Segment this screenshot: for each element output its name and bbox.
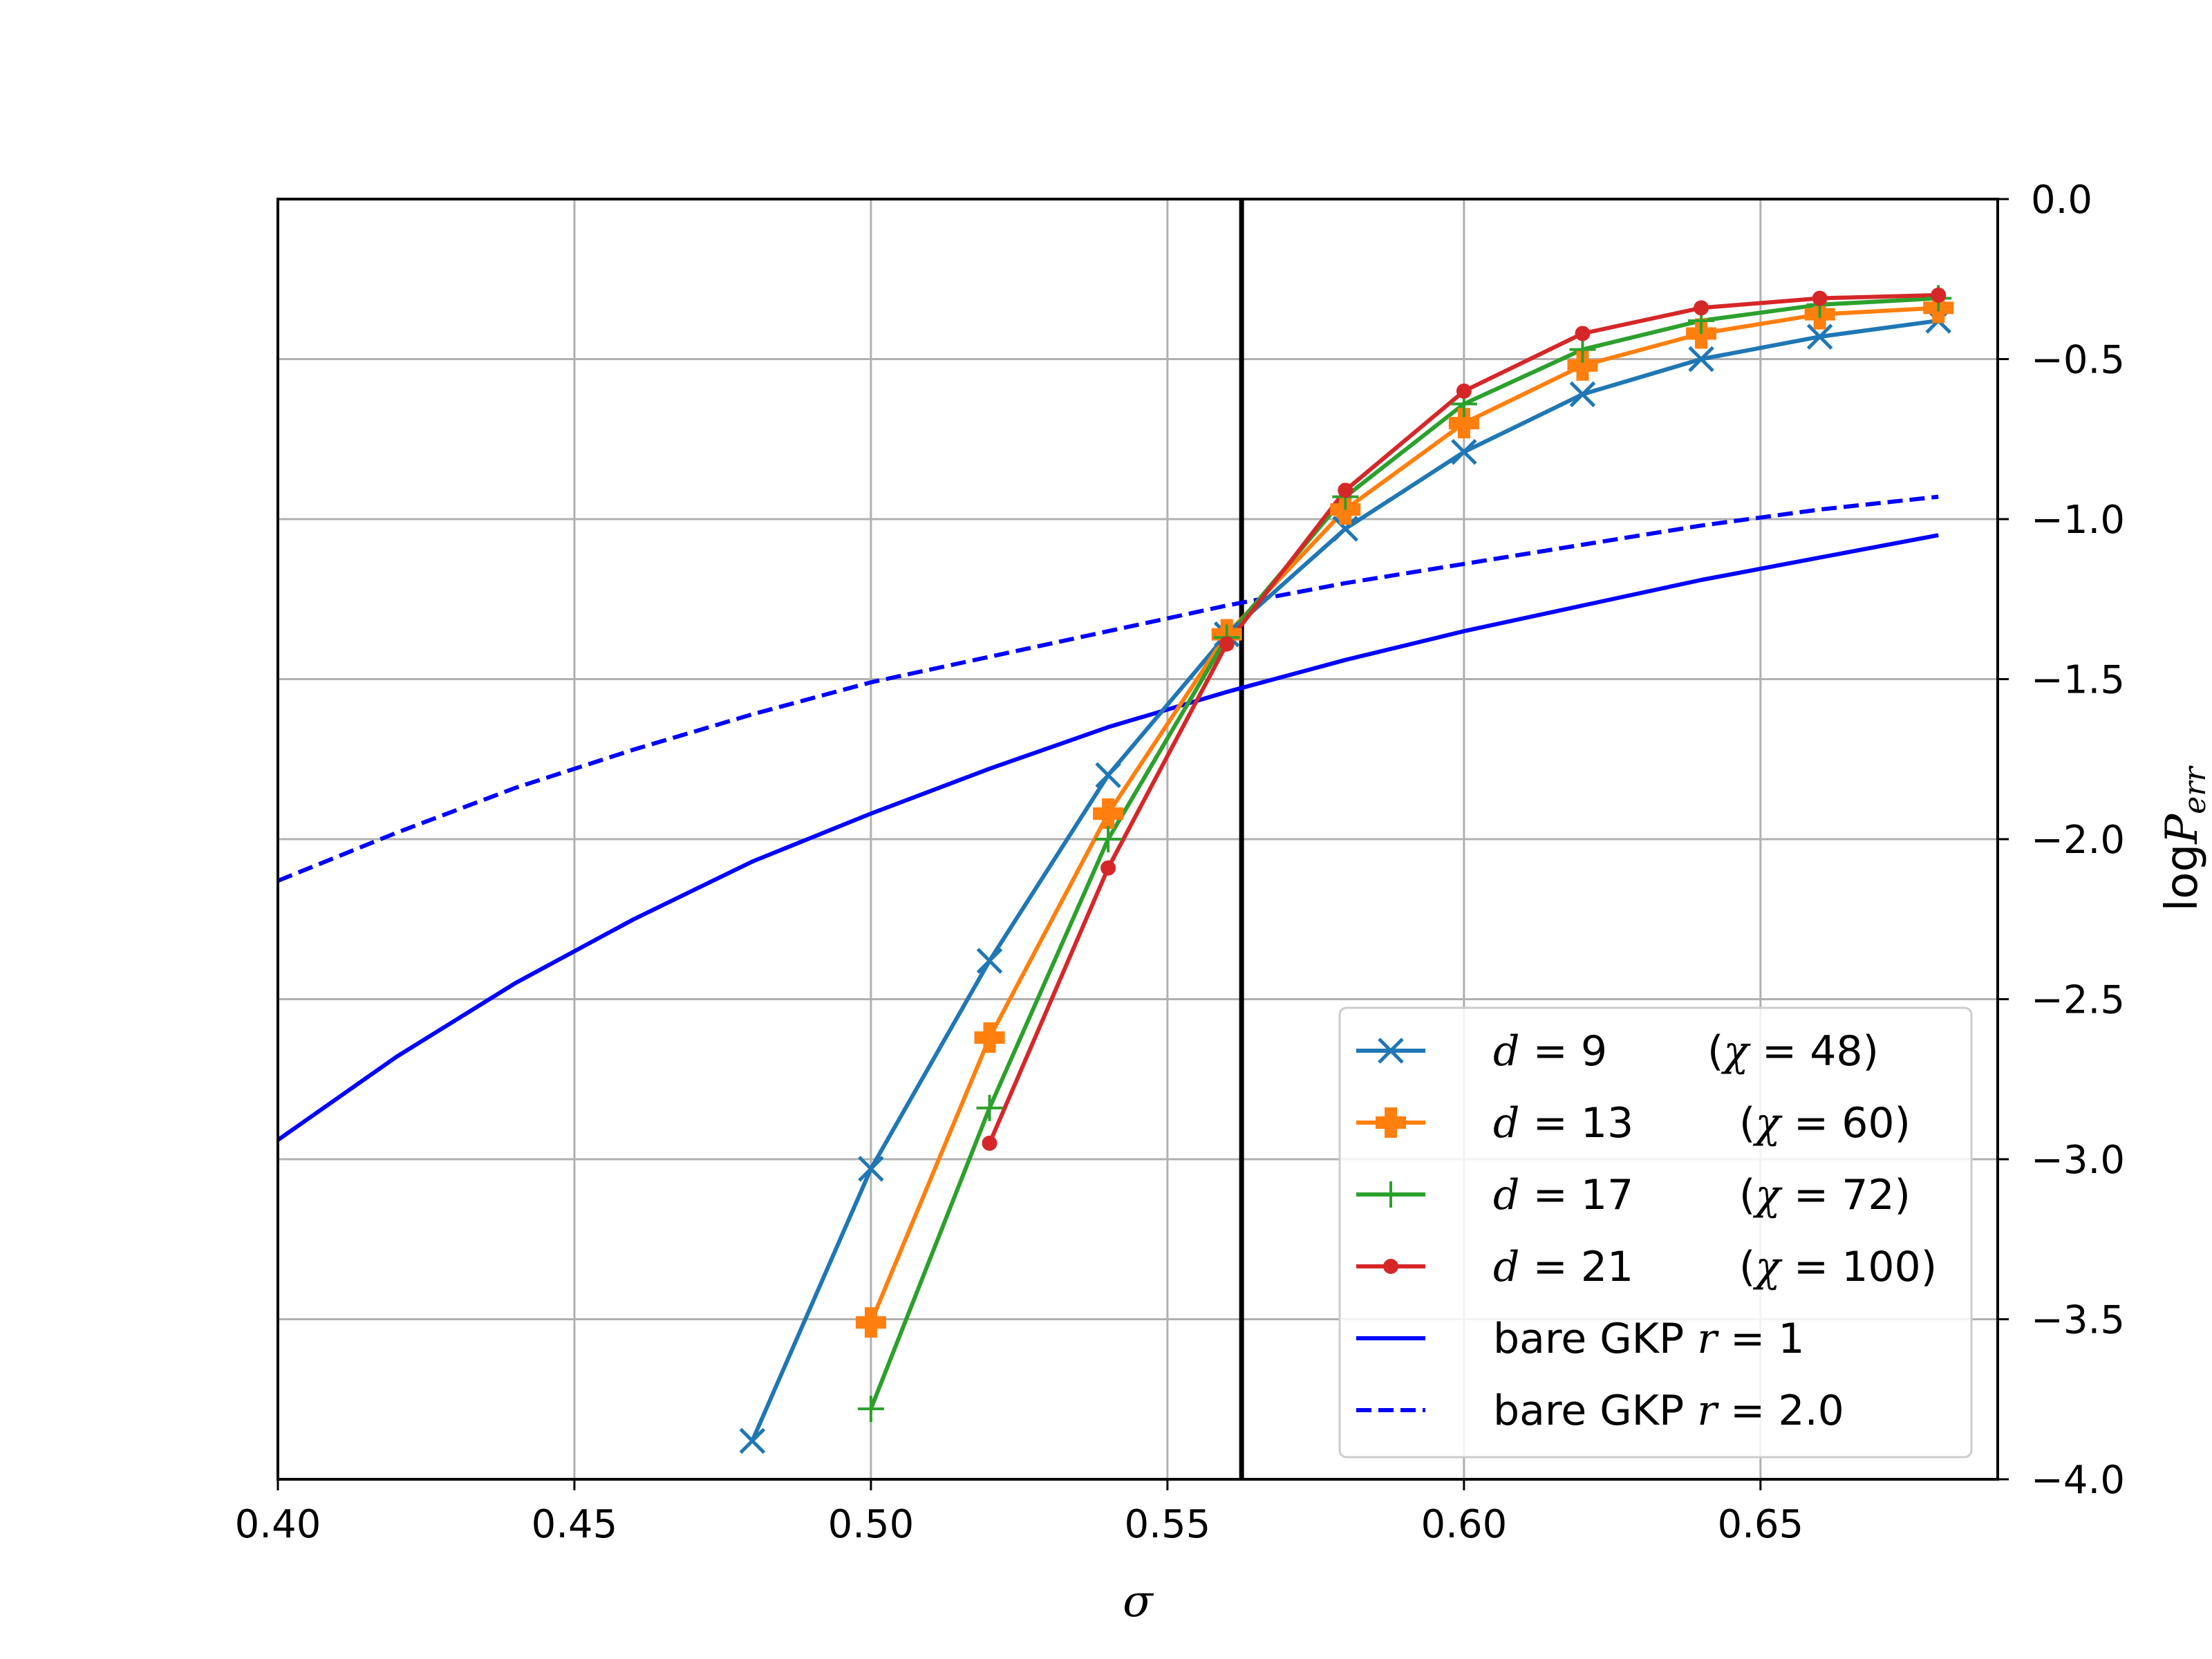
y-axis-label-sub: err: [2177, 765, 2212, 814]
legend-marker-3: [1378, 1181, 1404, 1208]
data-point-4: [1100, 860, 1116, 876]
data-point-4: [1575, 326, 1591, 341]
y-tick-label: −1.0: [2031, 498, 2125, 543]
series-line-5: [278, 533, 1939, 1142]
data-point-1: [976, 948, 1003, 974]
data-point-2: [1093, 798, 1124, 829]
y-tick-label: −2.0: [2031, 818, 2125, 863]
x-tick-label: 0.50: [828, 1502, 915, 1547]
data-point-2: [1567, 350, 1598, 381]
y-tick-label: −3.0: [2031, 1138, 2125, 1183]
y-tick-label: −2.5: [2031, 978, 2125, 1023]
y-tick-label: −3.5: [2031, 1298, 2125, 1343]
data-point-1: [1569, 381, 1596, 408]
data-point-4: [982, 1135, 997, 1151]
y-tick-label: −0.5: [2031, 338, 2125, 383]
marker-layer: [739, 285, 1954, 1454]
x-axis-label: σ: [1123, 1576, 1154, 1627]
legend-marker-4: [1383, 1259, 1398, 1274]
data-point-4: [1456, 383, 1472, 399]
series-line-3: [869, 296, 1939, 1410]
y-tick-label: 0.0: [2031, 178, 2092, 223]
data-point-1: [1688, 346, 1714, 373]
data-point-1: [1332, 516, 1359, 542]
y-axis-label: logPerr: [2157, 765, 2212, 912]
data-point-2: [855, 1307, 886, 1338]
legend-label-2: d = 13 (χ = 60): [1493, 1099, 1911, 1147]
y-tick-label: −1.5: [2031, 658, 2125, 703]
data-point-2: [974, 1022, 1005, 1053]
data-point-4: [1694, 300, 1709, 316]
x-tick-label: 0.45: [532, 1502, 618, 1547]
x-tick-label: 0.40: [235, 1502, 321, 1547]
y-tick-label: −4.0: [2031, 1458, 2125, 1503]
legend-label-5: bare GKP r = 1: [1493, 1315, 1805, 1363]
data-point-1: [858, 1156, 884, 1182]
data-point-1: [739, 1427, 766, 1454]
data-point-1: [1806, 324, 1833, 350]
data-point-1: [1451, 439, 1477, 465]
legend-label-4: d = 21 (χ = 100): [1493, 1243, 1937, 1291]
data-point-4: [1338, 482, 1353, 498]
x-tick-label: 0.65: [1717, 1502, 1803, 1547]
y-axis-ticks: 0.0 −0.5 −1.0 −1.5 −2.0 −2.5 −3.0 −3.5 −4.0: [1998, 178, 2125, 1503]
legend-box: [1338, 1006, 1973, 1459]
data-point-3: [976, 1094, 1003, 1121]
data-point-4: [1812, 290, 1828, 306]
series-line-6: [278, 494, 1939, 883]
legend-label-1: d = 9 (χ = 48): [1493, 1027, 1879, 1076]
y-axis-label-prefix: log: [2157, 844, 2208, 912]
legend-label-3: d = 17 (χ = 72): [1493, 1171, 1911, 1219]
x-tick-label: 0.60: [1421, 1502, 1508, 1547]
legend: d = 9 (χ = 48) d = 13 (χ = 60) d = 17 (χ = 72…: [1338, 1006, 1973, 1459]
legend-label-6: bare GKP r = 2.0: [1493, 1387, 1844, 1435]
x-axis-ticks: 0.40 0.45 0.50 0.55 0.60 0.65: [235, 1479, 1803, 1547]
data-point-1: [1095, 762, 1121, 789]
y-axis-label-var: P: [2157, 814, 2208, 845]
legend-marker-2: [1376, 1107, 1406, 1138]
svg-text:logPerr: logPerr: [2157, 765, 2212, 912]
x-tick-label: 0.55: [1125, 1502, 1211, 1547]
data-point-4: [1931, 287, 1947, 303]
data-point-4: [1219, 636, 1235, 652]
series-line-2: [869, 306, 1939, 1324]
data-point-2: [1448, 408, 1479, 439]
legend-marker-1: [1378, 1038, 1404, 1064]
data-point-3: [1095, 826, 1122, 852]
data-point-3: [857, 1396, 884, 1423]
